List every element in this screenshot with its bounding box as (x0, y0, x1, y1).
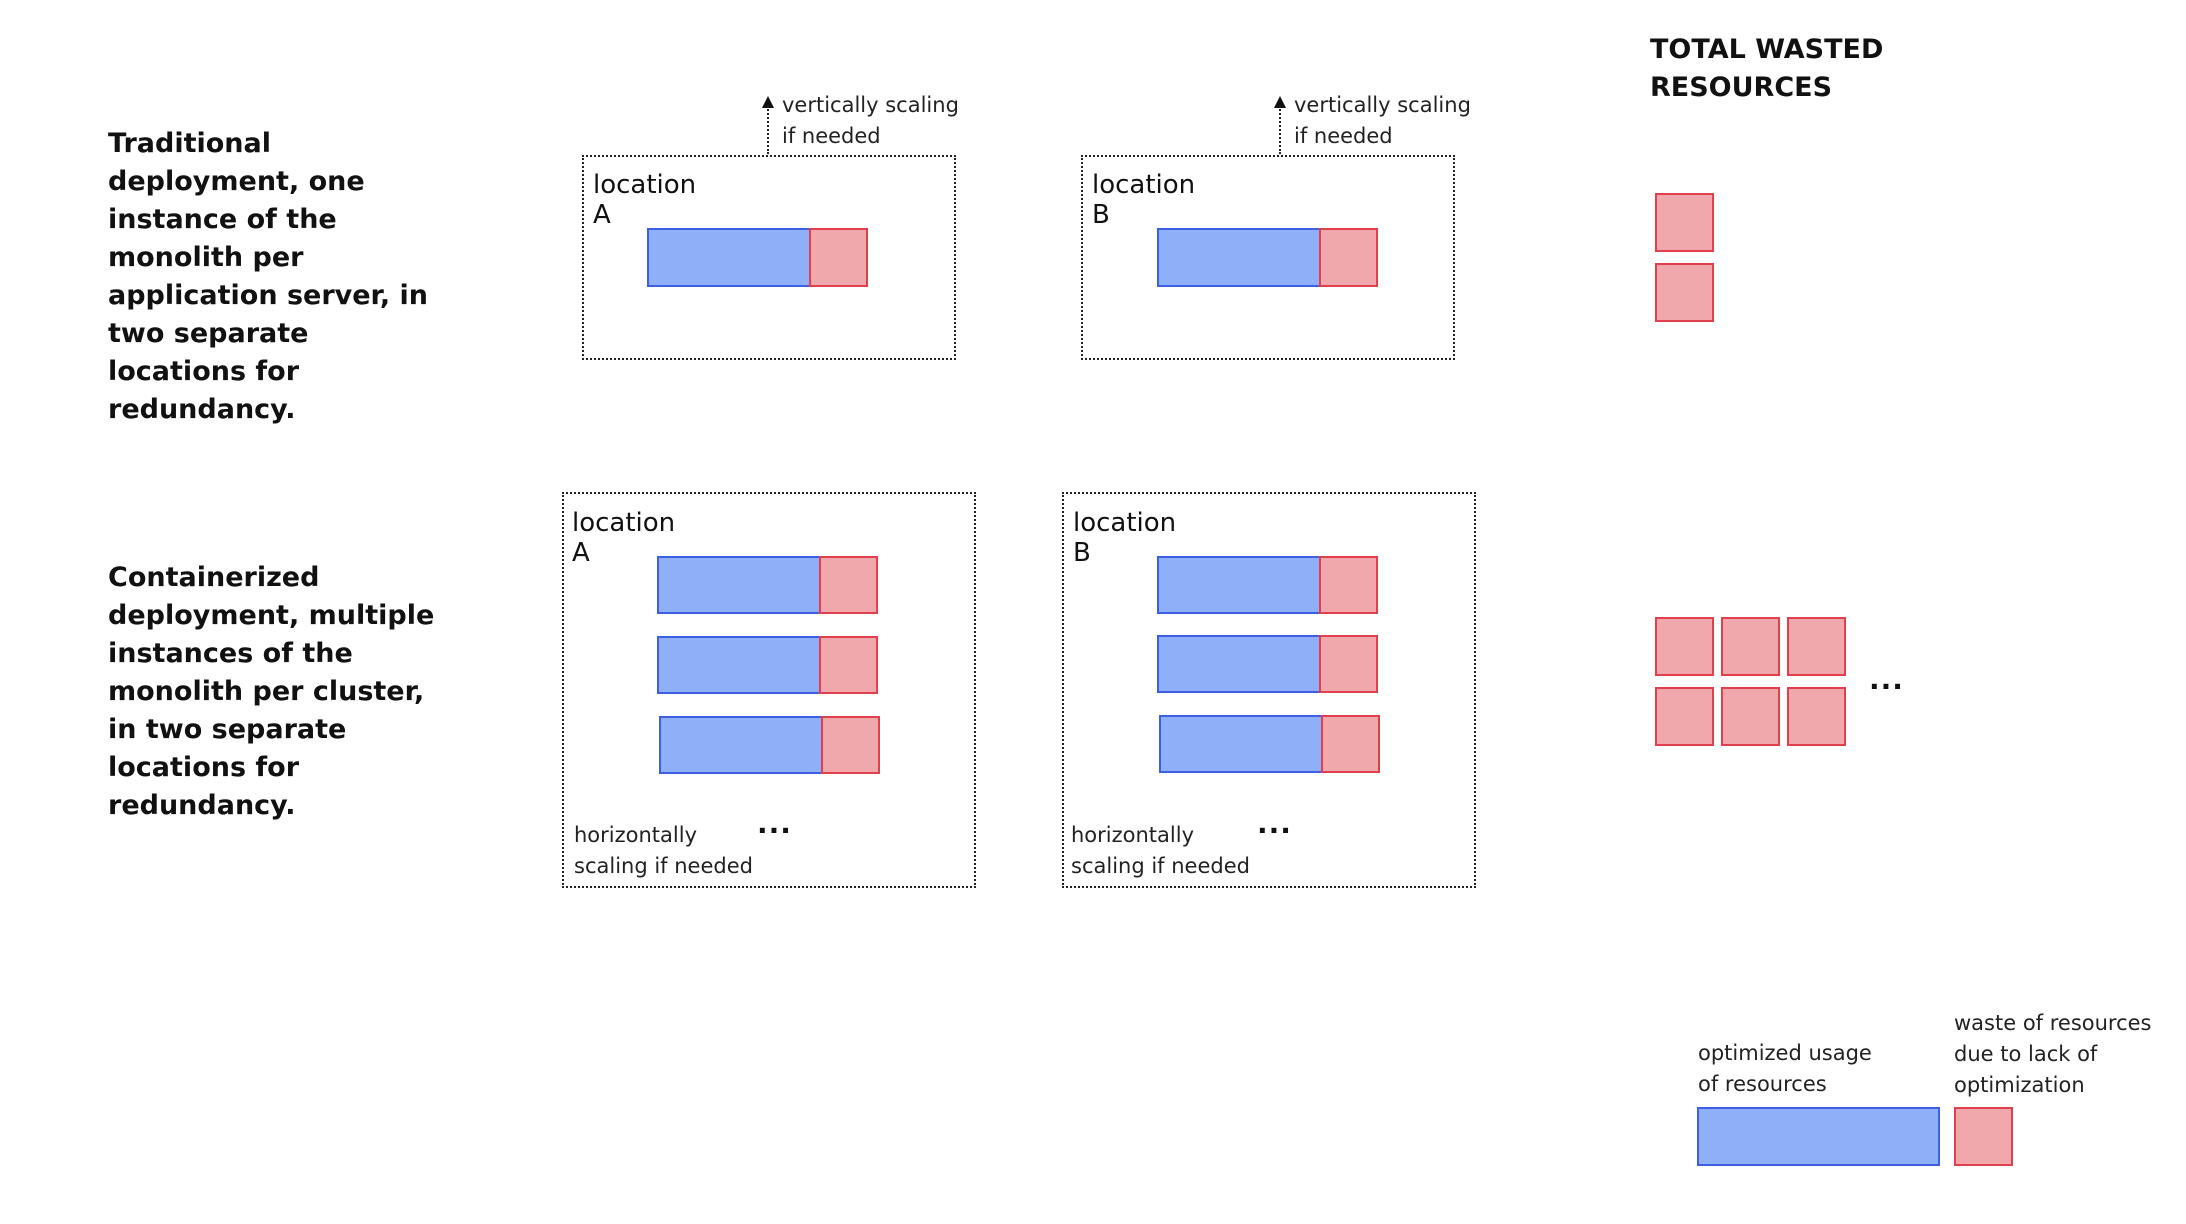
vertical-scaling-arrowhead-a (762, 96, 774, 108)
containerized-location-b-label: location B (1073, 508, 1177, 568)
optimized-resource-block (657, 556, 821, 614)
traditional-location-b-box (1081, 155, 1455, 360)
total-more-ellipsis: ... (1869, 663, 1904, 696)
optimized-resource-block (1159, 715, 1323, 773)
legend-optimized-label-line2: of resources (1698, 1072, 1827, 1096)
vertical-scaling-note-b-line2: if needed (1294, 124, 1393, 148)
wasted-resource-block (819, 556, 878, 614)
total-wasted-heading: TOTAL WASTED RESOURCES (1650, 31, 1883, 107)
legend-waste-label-line1: waste of resources (1954, 1011, 2152, 1035)
legend-waste-label: waste of resources due to lack of optimi… (1954, 1008, 2152, 1101)
legend-optimized-swatch (1697, 1107, 1940, 1166)
legend-optimized-label: optimized usage of resources (1698, 1038, 1872, 1100)
containerized-location-b-box (1062, 492, 1476, 888)
total-wasted-block (1655, 193, 1714, 252)
total-wasted-block (1721, 617, 1780, 676)
more-instances-ellipsis-a: ... (757, 807, 792, 840)
traditional-deployment-heading: Traditional deployment, one instance of … (108, 128, 429, 425)
total-wasted-block (1655, 687, 1714, 746)
wasted-resource-block (809, 228, 868, 287)
horizontal-scaling-note-b: horizontally scaling if needed (1071, 820, 1250, 882)
total-wasted-block (1655, 263, 1714, 322)
vertical-scaling-note-a-line2: if needed (782, 124, 881, 148)
total-wasted-heading-line1: TOTAL WASTED (1650, 34, 1884, 65)
total-wasted-block (1787, 617, 1846, 676)
legend-optimized-label-line1: optimized usage (1698, 1041, 1872, 1065)
optimized-resource-block (659, 716, 823, 774)
total-wasted-heading-line2: RESOURCES (1650, 72, 1833, 103)
wasted-resource-block (819, 636, 878, 694)
horizontal-scaling-note-a: horizontally scaling if needed (574, 820, 753, 882)
vertical-scaling-arrow-line-a (767, 106, 769, 154)
optimized-resource-block (1157, 635, 1321, 693)
vertical-scaling-arrow-line-b (1279, 106, 1281, 154)
wasted-resource-block (1319, 635, 1378, 693)
optimized-resource-block (657, 636, 821, 694)
traditional-location-a-label: location A (593, 170, 697, 230)
vertical-scaling-note-b-line1: vertically scaling (1294, 93, 1471, 117)
optimized-resource-block (647, 228, 811, 287)
containerized-deployment-heading: Containerized deployment, multiple insta… (108, 562, 435, 821)
horizontal-scaling-note-a-line2: scaling if needed (574, 854, 753, 878)
wasted-resource-block (1321, 715, 1380, 773)
total-wasted-block (1787, 687, 1846, 746)
optimized-resource-block (1157, 556, 1321, 614)
vertical-scaling-arrowhead-b (1274, 96, 1286, 108)
total-wasted-block (1721, 687, 1780, 746)
legend-waste-label-line2: due to lack of (1954, 1042, 2098, 1066)
traditional-location-b-label: location B (1092, 170, 1196, 230)
legend-waste-swatch (1954, 1107, 2013, 1166)
more-instances-ellipsis-b: ... (1257, 807, 1292, 840)
optimized-resource-block (1157, 228, 1321, 287)
wasted-resource-block (821, 716, 880, 774)
vertical-scaling-note-b: vertically scaling if needed (1294, 90, 1471, 152)
total-wasted-block (1655, 617, 1714, 676)
vertical-scaling-note-a-line1: vertically scaling (782, 93, 959, 117)
wasted-resource-block (1319, 228, 1378, 287)
horizontal-scaling-note-b-line1: horizontally (1071, 823, 1195, 847)
horizontal-scaling-note-b-line2: scaling if needed (1071, 854, 1250, 878)
horizontal-scaling-note-a-line1: horizontally (574, 823, 698, 847)
traditional-location-a-box (582, 155, 956, 360)
containerized-location-a-box (562, 492, 976, 888)
containerized-location-a-label: location A (572, 508, 676, 568)
vertical-scaling-note-a: vertically scaling if needed (782, 90, 959, 152)
legend-waste-label-line3: optimization (1954, 1073, 2085, 1097)
wasted-resource-block (1319, 556, 1378, 614)
